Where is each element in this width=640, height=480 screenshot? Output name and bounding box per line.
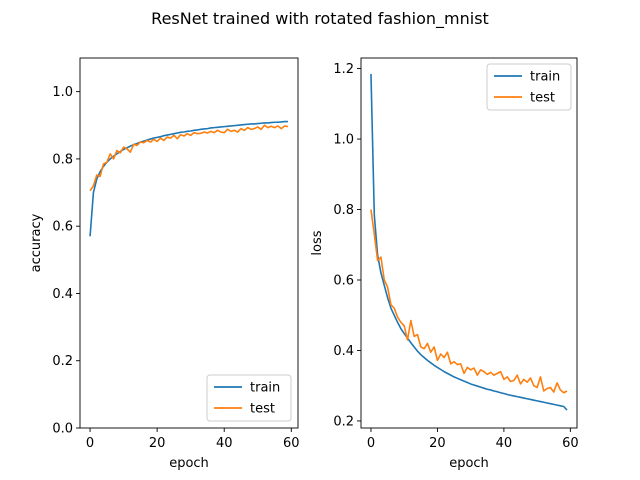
y-tick-label: 1.2 xyxy=(333,62,354,77)
y-tick-label: 0.4 xyxy=(333,344,354,359)
y-tick-label: 1.0 xyxy=(333,133,354,148)
x-tick-label: 60 xyxy=(283,436,300,451)
x-tick-label: 60 xyxy=(562,436,579,451)
y-tick-label: 0.8 xyxy=(52,152,73,167)
y-axis-label: loss xyxy=(310,230,325,255)
y-tick-label: 0.0 xyxy=(52,422,73,437)
legend-label-test: test xyxy=(530,91,555,106)
x-tick-label: 0 xyxy=(86,436,94,451)
y-tick-label: 0.2 xyxy=(52,354,73,369)
x-tick-label: 20 xyxy=(429,436,446,451)
x-tick-label: 0 xyxy=(367,436,375,451)
y-tick-label: 0.6 xyxy=(333,274,354,289)
legend-label-train: train xyxy=(250,381,280,396)
series-line-test xyxy=(370,209,568,394)
y-tick-label: 0.8 xyxy=(333,203,354,218)
x-axis-label: epoch xyxy=(169,456,209,471)
y-tick-label: 0.6 xyxy=(52,220,73,235)
y-axis-label: accuracy xyxy=(29,213,44,272)
legend-label-train: train xyxy=(530,70,560,85)
x-axis-label: epoch xyxy=(449,456,489,471)
x-tick-label: 40 xyxy=(216,436,233,451)
axes-frame xyxy=(79,57,299,429)
accuracy-subplot: 0 20 40 60 0.0 0.2 0.4 0.6 0.8 1.0 epoch accuracy tr… xyxy=(29,57,300,471)
x-tick-label: 40 xyxy=(496,436,513,451)
figure-title: ResNet trained with rotated fashion_mnis… xyxy=(151,9,489,29)
series-line-train xyxy=(370,73,568,411)
legend-label-test: test xyxy=(250,402,275,417)
y-tick-label: 1.0 xyxy=(52,85,73,100)
series-line-train xyxy=(89,120,288,237)
y-tick-label: 0.2 xyxy=(333,414,354,429)
loss-subplot: 0 20 40 60 0.2 0.4 0.6 0.8 1.0 1.2 epoch loss train t… xyxy=(310,57,579,471)
series-line-test xyxy=(89,124,289,192)
y-tick-label: 0.4 xyxy=(52,287,73,302)
x-tick-label: 20 xyxy=(149,436,166,451)
axes-frame xyxy=(360,57,578,429)
